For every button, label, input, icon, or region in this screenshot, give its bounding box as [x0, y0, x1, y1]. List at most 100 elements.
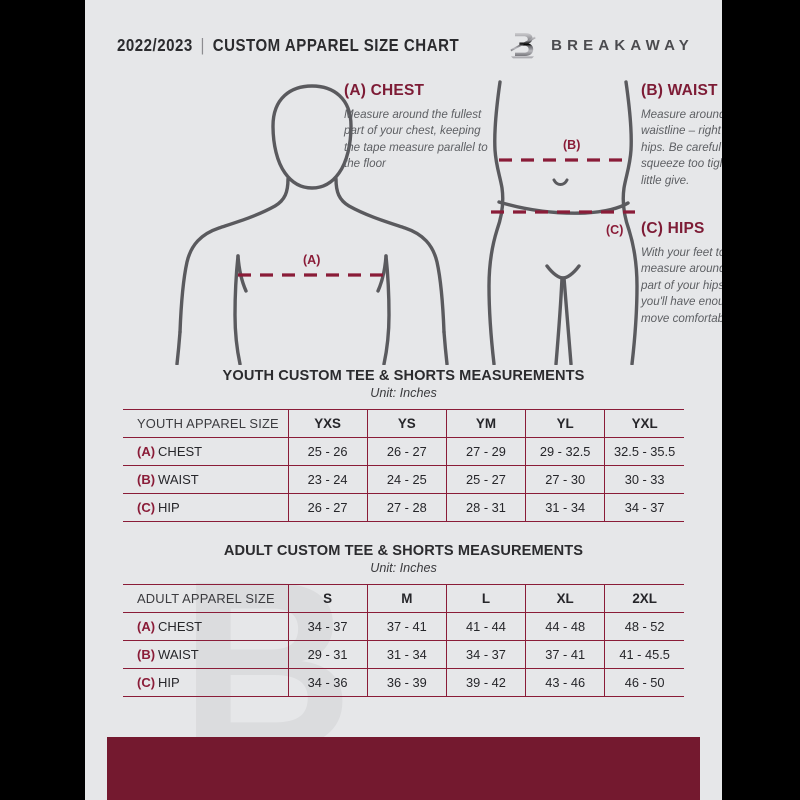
adult-cell-1-2: 34 - 37 [445, 640, 526, 669]
row-label-text: HIP [158, 500, 180, 515]
row-tag: (A) [137, 619, 156, 634]
youth-size-col-2: YM [445, 409, 526, 438]
youth-size-header: YOUTH APPAREL SIZE [123, 409, 288, 438]
chest-info-block: (A) CHEST Measure around the fullest par… [344, 82, 499, 173]
youth-cell-2-3: 31 - 34 [525, 493, 605, 522]
youth-table-title: YOUTH CUSTOM TEE & SHORTS MEASUREMENTS [222, 368, 585, 384]
title-text: CUSTOM APPAREL SIZE CHART [212, 34, 460, 55]
table-row: (B) WAIST 23 - 24 24 - 25 25 - 27 27 - 30… [123, 465, 684, 494]
youth-size-col-1: YS [366, 409, 447, 438]
adult-size-col-2: L [445, 584, 526, 613]
youth-size-col-3: YL [525, 409, 605, 438]
adult-size-col-3: XL [525, 584, 605, 613]
table-row: (A) CHEST 34 - 37 37 - 41 41 - 44 44 - 48… [123, 612, 684, 641]
table-row: (B) WAIST 29 - 31 31 - 34 34 - 37 37 - 41… [123, 640, 684, 669]
youth-cell-2-4: 34 - 37 [604, 493, 684, 522]
footer-bar [107, 737, 700, 800]
adult-size-col-1: M [366, 584, 447, 613]
youth-cell-1-0: 23 - 24 [287, 465, 368, 494]
youth-cell-1-3: 27 - 30 [525, 465, 605, 494]
youth-cell-1-4: 30 - 33 [604, 465, 684, 494]
youth-cell-0-2: 27 - 29 [445, 437, 526, 466]
youth-cell-2-2: 28 - 31 [445, 493, 526, 522]
adult-cell-0-2: 41 - 44 [445, 612, 526, 641]
adult-cell-2-3: 43 - 46 [525, 668, 605, 697]
adult-cell-1-3: 37 - 41 [525, 640, 605, 669]
adult-table-title: ADULT CUSTOM TEE & SHORTS MEASUREMENTS [223, 543, 584, 559]
adult-row-label-0: (A) CHEST [123, 612, 288, 641]
adult-cell-1-1: 31 - 34 [366, 640, 447, 669]
adult-size-col-4: 2XL [604, 584, 684, 613]
row-label-text: WAIST [158, 472, 199, 487]
breakaway-b-logo-icon [510, 33, 536, 59]
table-row: (C) HIP 26 - 27 27 - 28 28 - 31 31 - 34 3… [123, 493, 684, 522]
youth-cell-0-4: 32.5 - 35.5 [604, 437, 684, 466]
row-label-text: CHEST [158, 619, 203, 634]
table-header-row: YOUTH APPAREL SIZE YXS YS YM YL YXL [123, 409, 684, 438]
table-row: (A) CHEST 25 - 26 26 - 27 27 - 29 29 - 32… [123, 437, 684, 466]
table-header-row: ADULT APPAREL SIZE S M L XL 2XL [123, 584, 684, 613]
measurement-diagram: (A) (B) [85, 70, 722, 365]
youth-size-table: YOUTH APPAREL SIZE YXS YS YM YL YXL (A) C… [123, 409, 684, 522]
adult-cell-0-3: 44 - 48 [525, 612, 605, 641]
adult-row-label-2: (C) HIP [123, 668, 288, 697]
row-tag: (C) [137, 500, 156, 515]
title-separator: | [200, 34, 205, 55]
youth-cell-1-2: 25 - 27 [445, 465, 526, 494]
youth-row-label-0: (A) CHEST [123, 437, 288, 466]
youth-cell-2-0: 26 - 27 [287, 493, 368, 522]
adult-cell-2-2: 39 - 42 [445, 668, 526, 697]
adult-cell-1-4: 41 - 45.5 [604, 640, 684, 669]
chest-info-heading: (A) CHEST [344, 82, 425, 99]
adult-table-section: ADULT CUSTOM TEE & SHORTS MEASUREMENTS U… [85, 543, 722, 697]
youth-table-section: YOUTH CUSTOM TEE & SHORTS MEASUREMENTS U… [85, 368, 722, 522]
adult-cell-0-0: 34 - 37 [287, 612, 368, 641]
adult-size-header: ADULT APPAREL SIZE [123, 584, 288, 613]
lower-body-figure [487, 80, 639, 365]
row-tag: (A) [137, 444, 156, 459]
adult-cell-1-0: 29 - 31 [287, 640, 368, 669]
size-chart-page: B 2022/2023 | CUSTOM APPAREL SIZE CHART [85, 0, 722, 800]
youth-cell-0-0: 25 - 26 [287, 437, 368, 466]
chest-info-description: Measure around the fullest part of your … [344, 108, 488, 171]
page-title: 2022/2023 | CUSTOM APPAREL SIZE CHART [117, 35, 459, 56]
youth-size-col-0: YXS [287, 409, 368, 438]
youth-cell-2-1: 27 - 28 [366, 493, 447, 522]
brand-lockup: BREAKAWAY [508, 29, 694, 61]
table-row: (C) HIP 34 - 36 36 - 39 39 - 42 43 - 46 4… [123, 668, 684, 697]
youth-table-unit: Unit: Inches [370, 386, 437, 400]
adult-size-col-0: S [287, 584, 368, 613]
row-label-text: WAIST [158, 647, 199, 662]
hips-info-block: (C) HIPS With your feet together, measur… [641, 220, 722, 327]
chest-line-label: (A) [303, 253, 320, 267]
row-label-text: HIP [158, 675, 180, 690]
adult-row-label-1: (B) WAIST [123, 640, 288, 669]
youth-size-col-4: YXL [604, 409, 684, 438]
adult-cell-0-1: 37 - 41 [366, 612, 447, 641]
waist-info-block: (B) WAIST Measure around your natural wa… [641, 82, 722, 189]
upper-body-figure [175, 84, 449, 365]
adult-cell-2-0: 34 - 36 [287, 668, 368, 697]
waist-info-description: Measure around your natural waistline – … [641, 108, 722, 187]
row-tag: (C) [137, 675, 156, 690]
hips-info-heading: (C) HIPS [641, 220, 705, 237]
youth-cell-0-3: 29 - 32.5 [525, 437, 605, 466]
brand-name: BREAKAWAY [551, 36, 694, 54]
row-tag: (B) [137, 647, 156, 662]
adult-table-unit: Unit: Inches [370, 561, 437, 575]
hips-info-description: With your feet together, measure around … [641, 246, 722, 325]
youth-cell-0-1: 26 - 27 [366, 437, 447, 466]
row-label-text: CHEST [158, 444, 203, 459]
youth-row-label-1: (B) WAIST [123, 465, 288, 494]
youth-row-label-2: (C) HIP [123, 493, 288, 522]
waist-line-label: (B) [563, 138, 580, 152]
hip-line-label: (C) [606, 223, 623, 237]
row-tag: (B) [137, 472, 156, 487]
adult-size-table: ADULT APPAREL SIZE S M L XL 2XL (A) CHEST… [123, 584, 684, 697]
title-year: 2022/2023 [117, 34, 193, 55]
page-header: 2022/2023 | CUSTOM APPAREL SIZE CHART [85, 28, 722, 62]
waist-info-heading: (B) WAIST [641, 82, 718, 99]
adult-cell-2-4: 46 - 50 [604, 668, 684, 697]
youth-cell-1-1: 24 - 25 [366, 465, 447, 494]
adult-cell-2-1: 36 - 39 [366, 668, 447, 697]
